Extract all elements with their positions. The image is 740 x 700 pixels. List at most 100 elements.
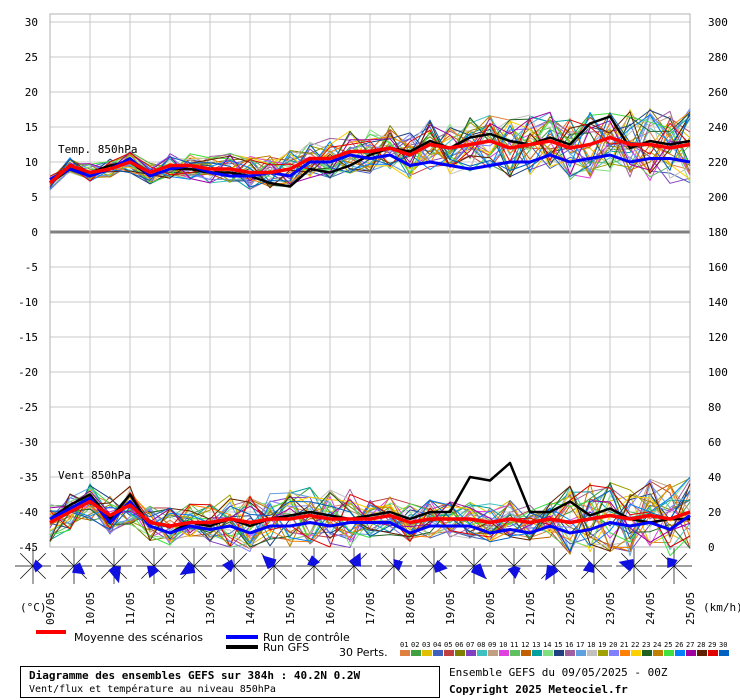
pert-id-label: 04 bbox=[433, 641, 441, 649]
pert-id-label: 18 bbox=[587, 641, 595, 649]
rose-spoke bbox=[473, 553, 487, 567]
y-tick-right: 180 bbox=[708, 226, 728, 239]
legend-gfs-label: Run GFS bbox=[263, 641, 309, 654]
pert-id-label: 08 bbox=[477, 641, 485, 649]
legend-perts-label: 30 Perts. bbox=[339, 646, 388, 659]
wind-rose bbox=[416, 548, 452, 584]
wind-member-line bbox=[49, 476, 691, 547]
rose-spoke bbox=[193, 553, 207, 567]
legend-control-label: Run de contrôle bbox=[263, 631, 350, 644]
pert-id-label: 28 bbox=[697, 641, 705, 649]
x-tick-label: 24/05 bbox=[644, 592, 657, 625]
rose-spoke bbox=[421, 565, 435, 579]
footer-subtitle: Vent/flux et température au niveau 850hP… bbox=[29, 684, 276, 695]
wind-rose bbox=[56, 548, 92, 584]
pert-id-label: 15 bbox=[554, 641, 562, 649]
temp-member-line bbox=[49, 117, 691, 185]
y-tick-right: 80 bbox=[708, 401, 721, 414]
rose-petal bbox=[179, 561, 196, 576]
x-tick-label: 09/05 bbox=[44, 592, 57, 625]
rose-petal bbox=[667, 557, 678, 569]
x-tick-label: 13/05 bbox=[204, 592, 217, 625]
pert-id-label: 14 bbox=[543, 641, 551, 649]
wind-rose bbox=[96, 548, 132, 584]
rose-petal bbox=[147, 566, 160, 579]
pert-swatch bbox=[466, 650, 476, 656]
rose-spoke bbox=[461, 553, 475, 567]
rose-spoke bbox=[353, 565, 367, 579]
pert-swatch bbox=[510, 650, 520, 656]
pert-id-label: 22 bbox=[631, 641, 639, 649]
y-tick-left: -35 bbox=[18, 471, 38, 484]
rose-spoke bbox=[593, 553, 607, 567]
y-tick-left: -30 bbox=[18, 436, 38, 449]
wind-rose bbox=[256, 548, 292, 584]
rose-spoke bbox=[513, 553, 527, 567]
left-unit-label: (°C) bbox=[20, 601, 47, 614]
rose-spoke bbox=[273, 553, 287, 567]
pert-swatch bbox=[477, 650, 487, 656]
y-tick-right: 100 bbox=[708, 366, 728, 379]
pert-id-label: 23 bbox=[642, 641, 650, 649]
pert-id-label: 27 bbox=[686, 641, 694, 649]
y-tick-right: 40 bbox=[708, 471, 721, 484]
rose-petal bbox=[72, 562, 86, 575]
pert-id-label: 17 bbox=[576, 641, 584, 649]
pert-swatch bbox=[609, 650, 619, 656]
rose-spoke bbox=[661, 565, 675, 579]
y-tick-left: 25 bbox=[25, 51, 38, 64]
y-tick-right: 200 bbox=[708, 191, 728, 204]
pert-swatch bbox=[532, 650, 542, 656]
rose-spoke bbox=[553, 553, 567, 567]
temp-member-line bbox=[49, 111, 691, 187]
y-tick-left: -10 bbox=[18, 296, 38, 309]
run-info: Ensemble GEFS du 09/05/2025 - 00Z bbox=[449, 666, 668, 679]
wind-mean-line bbox=[49, 499, 691, 528]
wind-member-line bbox=[49, 483, 691, 557]
pert-id-label: 25 bbox=[664, 641, 672, 649]
pert-swatch bbox=[444, 650, 454, 656]
pert-swatch bbox=[488, 650, 498, 656]
rose-spoke bbox=[153, 553, 167, 567]
rose-spoke bbox=[341, 565, 355, 579]
pert-id-label: 05 bbox=[444, 641, 452, 649]
y-tick-left: -25 bbox=[18, 401, 38, 414]
copyright: Copyright 2025 Meteociel.fr bbox=[449, 683, 628, 696]
y-tick-right: 300 bbox=[708, 16, 728, 29]
rose-spoke bbox=[113, 553, 127, 567]
rose-spoke bbox=[541, 553, 555, 567]
pert-swatch bbox=[686, 650, 696, 656]
pert-swatch bbox=[576, 650, 586, 656]
pert-id-label: 07 bbox=[466, 641, 474, 649]
temp-mean-line bbox=[48, 135, 691, 185]
right-unit-label: (km/h) bbox=[703, 601, 740, 614]
rose-spoke bbox=[20, 565, 34, 579]
y-tick-left: -40 bbox=[18, 506, 38, 519]
rose-spoke bbox=[393, 565, 407, 579]
pert-id-label: 20 bbox=[609, 641, 617, 649]
rose-petal bbox=[349, 552, 361, 567]
pert-swatch bbox=[400, 650, 410, 656]
rose-petal bbox=[545, 564, 559, 581]
y-tick-right: 240 bbox=[708, 121, 728, 134]
y-tick-right: 280 bbox=[708, 51, 728, 64]
rose-spoke bbox=[381, 553, 395, 567]
rose-spoke bbox=[61, 565, 75, 579]
pert-swatch bbox=[554, 650, 564, 656]
pert-swatch bbox=[620, 650, 630, 656]
pert-id-label: 19 bbox=[598, 641, 606, 649]
x-tick-label: 23/05 bbox=[604, 592, 617, 625]
wind-rose bbox=[176, 548, 212, 584]
y-tick-left: -45 bbox=[18, 541, 38, 554]
y-tick-left: 0 bbox=[31, 226, 38, 239]
pert-id-label: 02 bbox=[411, 641, 419, 649]
wind-rose bbox=[216, 548, 252, 584]
x-tick-label: 15/05 bbox=[284, 592, 297, 625]
rose-spoke bbox=[301, 565, 315, 579]
wind-rose bbox=[616, 548, 652, 584]
rose-petal bbox=[33, 559, 43, 573]
pert-swatch bbox=[411, 650, 421, 656]
y-tick-right: 0 bbox=[708, 541, 715, 554]
pert-swatch bbox=[455, 650, 465, 656]
